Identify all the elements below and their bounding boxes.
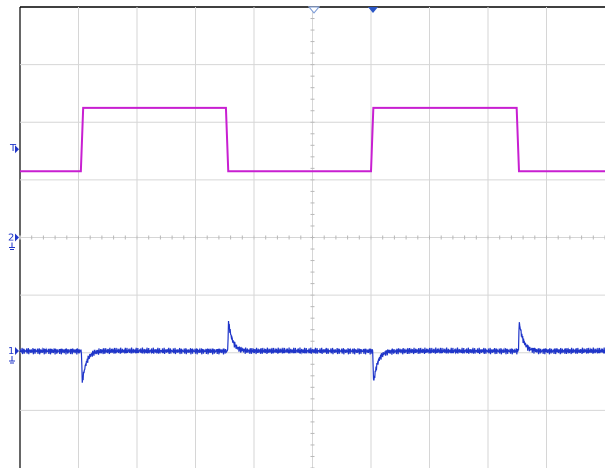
channel-1-marker-label: 1 [8,346,14,357]
channel-2-marker-label: 2 [8,233,14,244]
